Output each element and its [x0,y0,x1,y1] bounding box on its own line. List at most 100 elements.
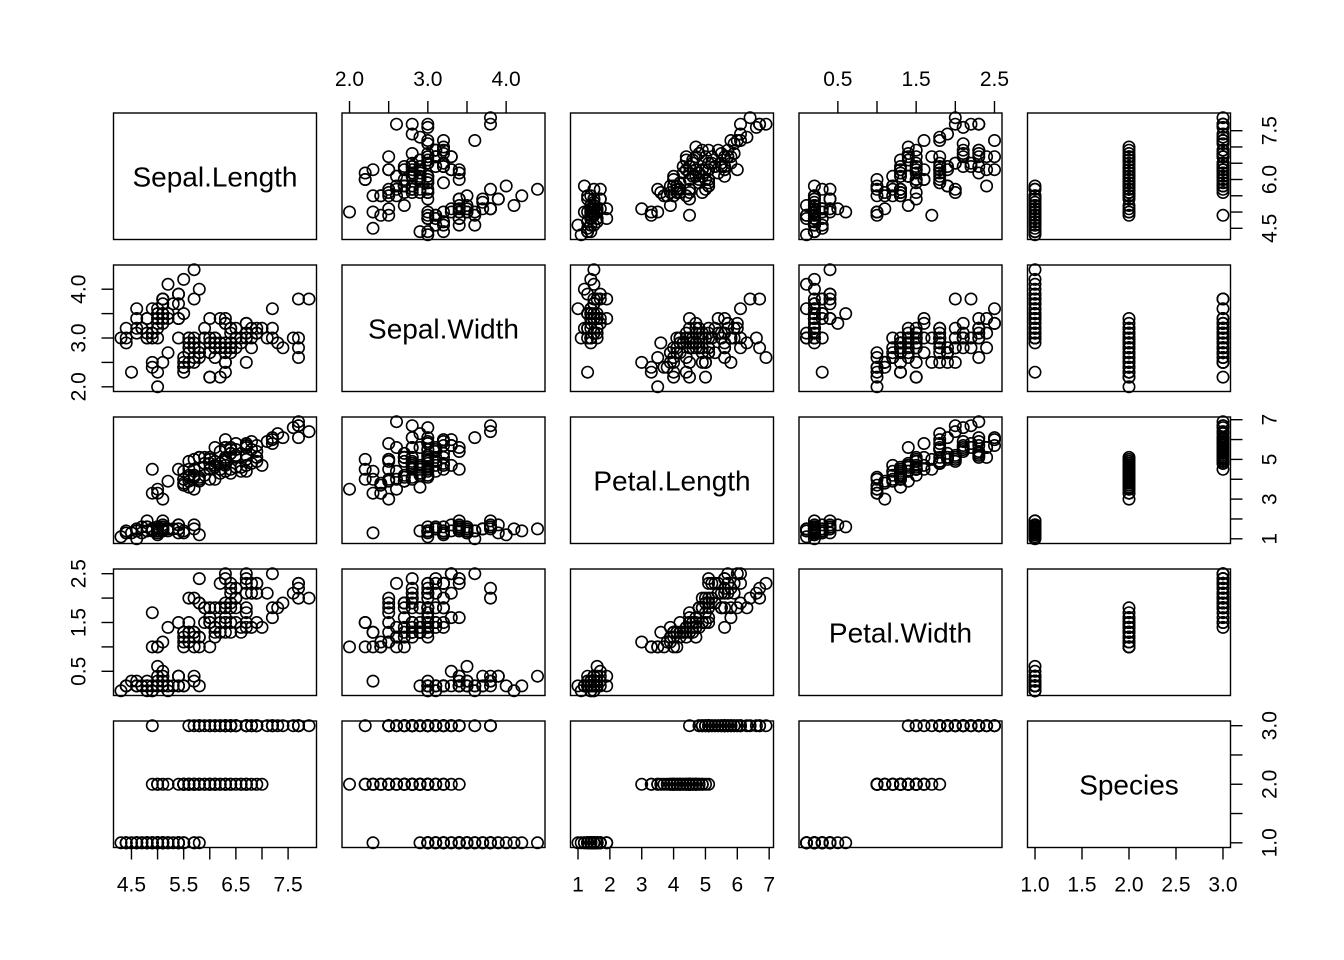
data-point [1122,640,1136,654]
data-point [452,218,466,232]
data-point [239,606,253,620]
data-point [374,189,388,203]
data-point [1122,601,1136,615]
data-point [940,452,954,466]
data-point [948,156,962,170]
data-point [743,292,757,306]
data-point [1028,263,1042,277]
data-point [1122,147,1136,161]
data-point [203,601,217,615]
data-point [1028,182,1042,196]
data-point [382,596,396,610]
data-point [682,192,696,206]
data-point [187,640,201,654]
data-point [413,160,427,174]
data-point [651,350,665,364]
data-point [1216,150,1230,164]
data-point [839,307,853,321]
data-point [705,331,719,345]
data-point [1122,173,1136,187]
data-point [893,182,907,196]
data-point [925,452,939,466]
data-point [468,719,482,733]
data-point [807,192,821,206]
data-point [182,777,196,791]
data-point [909,176,923,190]
data-point [718,163,732,177]
data-point [823,263,837,277]
data-point [413,182,427,196]
data-point [733,127,747,141]
data-point [901,199,915,213]
data-point [213,576,227,590]
data-point [156,836,170,850]
data-point [156,679,170,693]
data-point [698,355,712,369]
data-point [405,163,419,177]
data-point [187,355,201,369]
data-point [429,150,443,164]
data-point [405,615,419,629]
axis-tick-label: 2 [604,874,616,897]
data-point [1122,346,1136,360]
data-point [436,225,450,239]
data-point [823,192,837,206]
data-point [213,719,227,733]
data-point [291,341,305,355]
data-point [429,719,443,733]
scatter-panel-Sepal.Length-vs-Species [1026,111,1232,242]
data-point [1216,143,1230,157]
data-point [917,173,931,187]
data-point [799,212,813,226]
data-point [956,150,970,164]
data-point [956,440,970,454]
data-point [980,341,994,355]
data-point [878,186,892,200]
axis-tick-label: 4.0 [68,275,91,304]
data-point [909,370,923,384]
data-point [1122,143,1136,157]
data-point [893,336,907,350]
data-point [753,341,767,355]
data-point [917,163,931,177]
data-point [1122,150,1136,164]
variable-label-Sepal.Width: Sepal.Width [368,313,519,344]
data-point [229,448,243,462]
data-point [980,150,994,164]
data-point [815,307,829,321]
data-point [980,179,994,193]
data-point [187,630,201,644]
axis-tick-label: 6 [731,874,743,897]
data-point [1028,664,1042,678]
data-point [405,179,419,193]
data-point [382,635,396,649]
data-point [886,182,900,196]
data-point [483,679,497,693]
data-point [964,156,978,170]
axis-tick-label: 1.0 [1259,828,1282,857]
data-point [483,719,497,733]
data-point [909,143,923,157]
data-point [702,143,716,157]
data-point [436,156,450,170]
data-point [161,679,175,693]
data-point [250,719,264,733]
data-point [218,777,232,791]
data-point [413,836,427,850]
data-point [145,355,159,369]
data-point [413,427,427,441]
data-point [366,221,380,235]
data-point [245,576,259,590]
data-point [192,282,206,296]
data-point [925,208,939,222]
data-point [870,380,884,394]
data-point [733,134,747,148]
data-point [807,212,821,226]
data-point [491,518,505,532]
data-point [515,189,529,203]
data-point [218,601,232,615]
data-point [405,586,419,600]
scatter-panel-Petal.Length-vs-Sepal.Length [112,415,318,546]
data-point [421,208,435,222]
data-point [245,719,259,733]
